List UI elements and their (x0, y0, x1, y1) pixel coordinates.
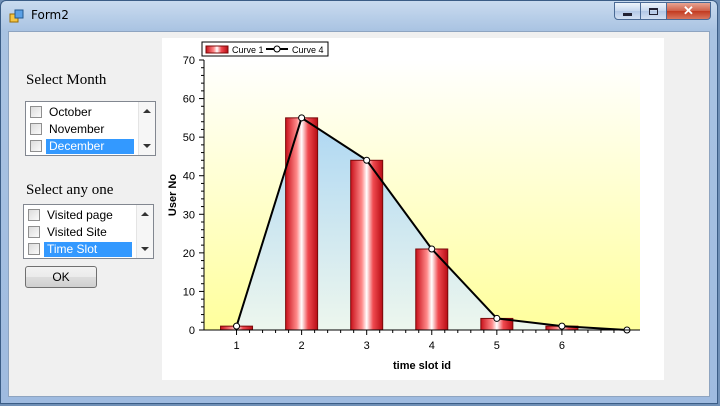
window-title: Form2 (31, 8, 69, 22)
month-checked-listbox[interactable]: October November December (25, 101, 156, 156)
month-item-december[interactable]: December (28, 138, 134, 154)
x-tick-label: 6 (559, 340, 565, 352)
checkbox[interactable] (28, 226, 40, 238)
minimize-icon (623, 12, 632, 16)
curve-point-6 (558, 322, 566, 330)
choice-item-visited-site[interactable]: Visited Site (26, 224, 110, 240)
x-axis-title: time slot id (393, 360, 451, 372)
curve-point-3 (363, 156, 371, 164)
legend-label: Curve 1 (232, 45, 264, 55)
scroll-down-icon[interactable] (141, 247, 149, 251)
curve-point-2 (298, 114, 306, 122)
checkbox[interactable] (30, 106, 42, 118)
scroll-up-icon[interactable] (143, 109, 151, 113)
month-item-label: October (49, 104, 92, 119)
choice-item-label: Visited page (47, 207, 113, 222)
legend-box (201, 41, 329, 57)
month-item-label: December (46, 138, 134, 154)
month-item-october[interactable]: October (28, 104, 95, 120)
legend-label: Curve 4 (292, 45, 324, 55)
month-list-scrollbar[interactable] (138, 102, 155, 155)
y-tick-label: 70 (183, 55, 195, 67)
ok-button[interactable]: OK (25, 266, 97, 288)
y-tick-label: 60 (183, 94, 195, 106)
bar-2 (285, 117, 319, 331)
y-tick-label: 30 (183, 209, 195, 221)
ok-button-label: OK (52, 270, 70, 284)
select-any-one-label: Select any one (26, 182, 114, 198)
curve-point-4 (428, 245, 436, 253)
chart: 0 10 20 30 40 50 60 70 1 2 3 4 5 6 time slot id User No… (162, 38, 664, 380)
close-icon: ✕ (683, 3, 694, 18)
select-month-label: Select Month (26, 72, 107, 88)
minimize-button[interactable] (614, 2, 641, 20)
y-tick-label: 20 (183, 248, 195, 260)
curve-point-1 (233, 322, 241, 330)
month-item-november[interactable]: November (28, 121, 107, 137)
choice-list-scrollbar[interactable] (136, 205, 153, 258)
x-tick-label: 3 (364, 340, 370, 352)
close-button[interactable]: ✕ (667, 2, 711, 20)
checkbox[interactable] (30, 123, 42, 135)
choice-item-label: Visited Site (47, 224, 107, 239)
maximize-icon (649, 7, 658, 15)
title-bar[interactable]: Form2 ✕ (1, 1, 717, 31)
choice-item-time-slot[interactable]: Time Slot (26, 241, 132, 257)
month-item-label: November (49, 121, 105, 136)
legend-swatch-bar (205, 45, 229, 54)
checkbox[interactable] (28, 209, 40, 221)
chart-panel: 0 10 20 30 40 50 60 70 1 2 3 4 5 6 time slot id User No… (162, 38, 664, 380)
legend-swatch-point (273, 45, 281, 53)
scroll-up-icon[interactable] (141, 212, 149, 216)
y-axis-title: User No (167, 174, 179, 216)
form-client-area: Select Month October November December S… (8, 31, 710, 397)
x-tick-label: 5 (494, 340, 500, 352)
checkbox[interactable] (30, 140, 42, 152)
checkbox[interactable] (28, 243, 40, 255)
x-tick-label: 1 (233, 340, 239, 352)
y-tick-label: 0 (189, 325, 195, 337)
choice-item-label: Time Slot (44, 241, 132, 257)
curve-point-5 (493, 314, 501, 322)
y-tick-label: 50 (183, 132, 195, 144)
bar-3 (350, 159, 384, 331)
window-controls: ✕ (614, 2, 711, 21)
maximize-button[interactable] (641, 2, 667, 20)
choice-checked-listbox[interactable]: Visited page Visited Site Time Slot (23, 204, 154, 259)
scroll-down-icon[interactable] (143, 144, 151, 148)
y-tick-label: 10 (183, 286, 195, 298)
x-tick-label: 2 (299, 340, 305, 352)
curve-area (236, 117, 627, 330)
x-tick-label: 4 (429, 340, 435, 352)
choice-item-visited-page[interactable]: Visited page (26, 207, 116, 223)
y-tick-label: 40 (183, 171, 195, 183)
app-icon (9, 9, 24, 23)
